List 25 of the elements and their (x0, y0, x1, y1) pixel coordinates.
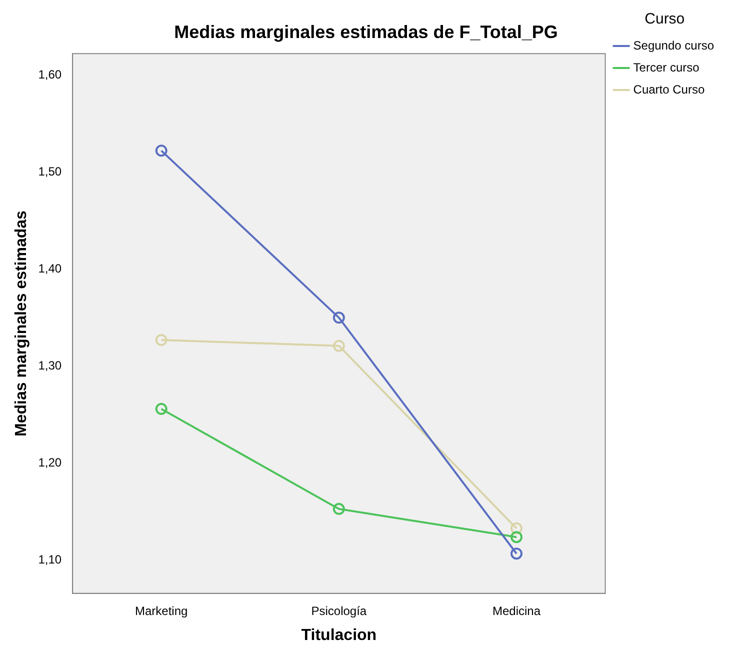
y-tick-label: 1,10 (38, 552, 62, 567)
x-tick-label: Psicología (311, 604, 367, 618)
legend-label: Cuarto Curso (633, 82, 705, 96)
legend-label: Segundo curso (633, 38, 714, 52)
point (155, 402, 168, 415)
y-tick-label: 1,20 (38, 456, 62, 470)
y-tick-label: 1,60 (38, 67, 62, 82)
point (332, 312, 345, 324)
point (155, 144, 168, 157)
y-axis-title: Medias marginales estimadas (13, 210, 30, 436)
point (155, 334, 168, 346)
point (332, 340, 345, 352)
y-tick-label: 1,30 (38, 358, 62, 373)
y-tick-label: 1,50 (38, 164, 62, 178)
point (510, 522, 522, 534)
chart-title: Medias marginales estimadas de F_Total_PG (174, 22, 558, 42)
legend-label: Tercer curso (633, 60, 700, 74)
point (510, 548, 522, 560)
legend-title: Curso (644, 10, 685, 28)
y-tick-label: 1,40 (38, 261, 62, 276)
x-tick-label: Marketing (135, 604, 188, 618)
point (510, 531, 522, 544)
x-axis-title: Titulacion (301, 626, 377, 644)
point (332, 502, 345, 515)
x-tick-label: Medicina (492, 604, 541, 618)
